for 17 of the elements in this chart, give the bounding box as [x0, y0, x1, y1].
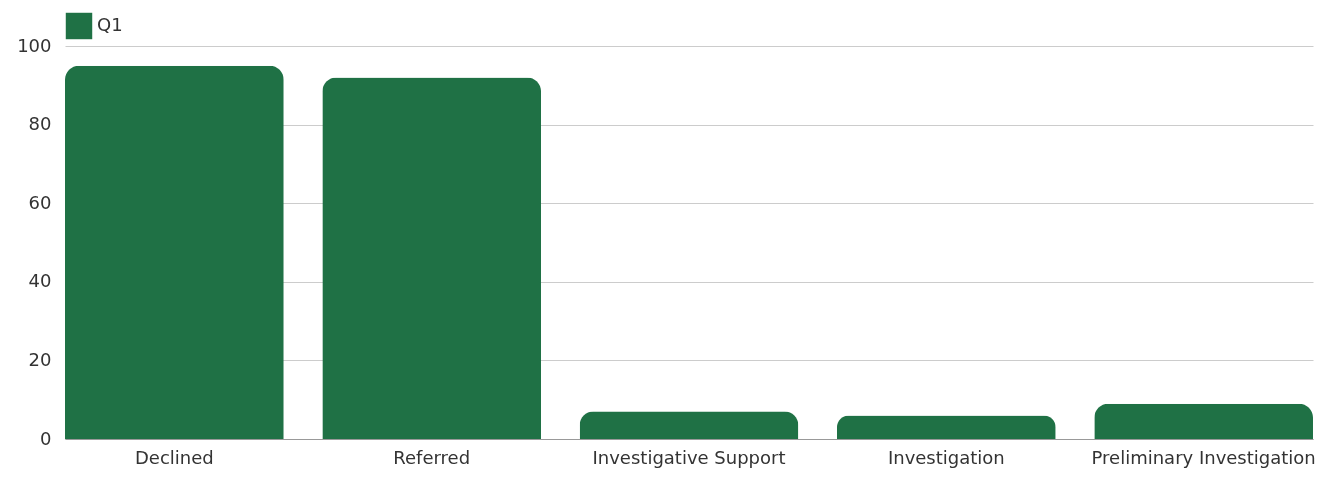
x-tick-label: Declined: [134, 446, 214, 468]
bar: [65, 65, 284, 439]
y-tick-label: 80: [28, 113, 52, 135]
y-tick-label: 40: [28, 270, 52, 292]
y-tick-label: 20: [28, 348, 52, 370]
x-tick-label: Preliminary Investigation: [1091, 446, 1316, 468]
y-tick-label: 0: [40, 427, 52, 449]
x-tick-label: Investigative Support: [592, 446, 786, 468]
bar: [1094, 403, 1313, 439]
y-tick-label: 60: [28, 191, 52, 213]
bar: [836, 415, 1056, 439]
x-tick-label: Referred: [393, 446, 471, 468]
bar: [322, 77, 542, 439]
bar: [579, 411, 799, 439]
legend-label: Q1: [97, 14, 123, 35]
y-tick-label: 100: [17, 34, 52, 56]
x-tick-label: Investigation: [887, 446, 1005, 468]
